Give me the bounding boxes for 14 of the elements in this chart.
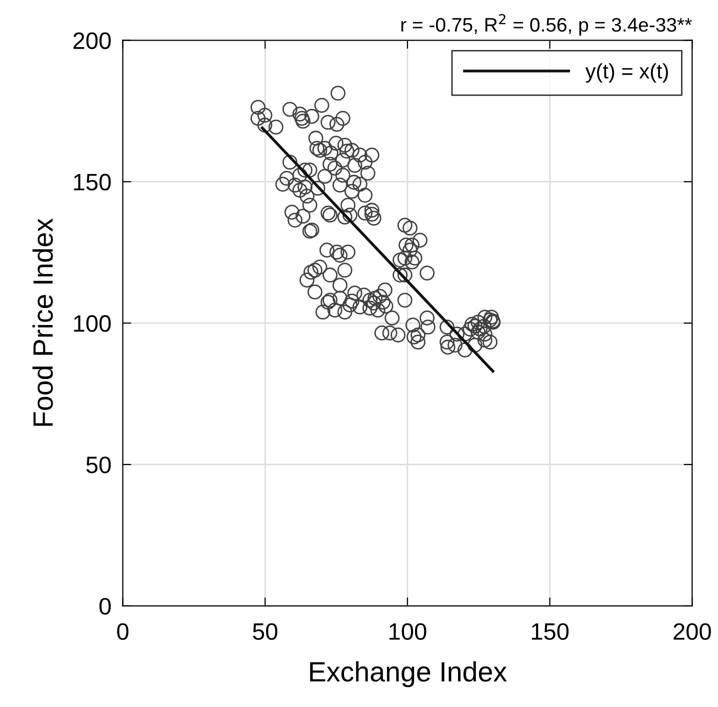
y-tick-label: 0 xyxy=(99,598,111,615)
x-tick-label: 100 xyxy=(390,623,426,640)
y-tick-label: 200 xyxy=(73,32,111,50)
x-axis-title: Exchange Index xyxy=(310,661,507,688)
y-axis-title: Food Price Index xyxy=(32,218,53,426)
y-tick-label: 100 xyxy=(74,315,111,332)
chart-title: r = -0.75, R$^{2}$ = 0.56, p = 3.4e-33** xyxy=(401,14,692,36)
legend-label: y(t) = x(t) xyxy=(585,63,668,83)
x-tick-label: 0 xyxy=(117,623,128,640)
y-tick-label: 150 xyxy=(74,174,111,190)
x-tick-label: 200 xyxy=(674,623,711,640)
x-tick-label: 150 xyxy=(532,623,569,640)
x-tick-label: 50 xyxy=(252,623,278,640)
y-tick-label: 50 xyxy=(86,456,111,474)
